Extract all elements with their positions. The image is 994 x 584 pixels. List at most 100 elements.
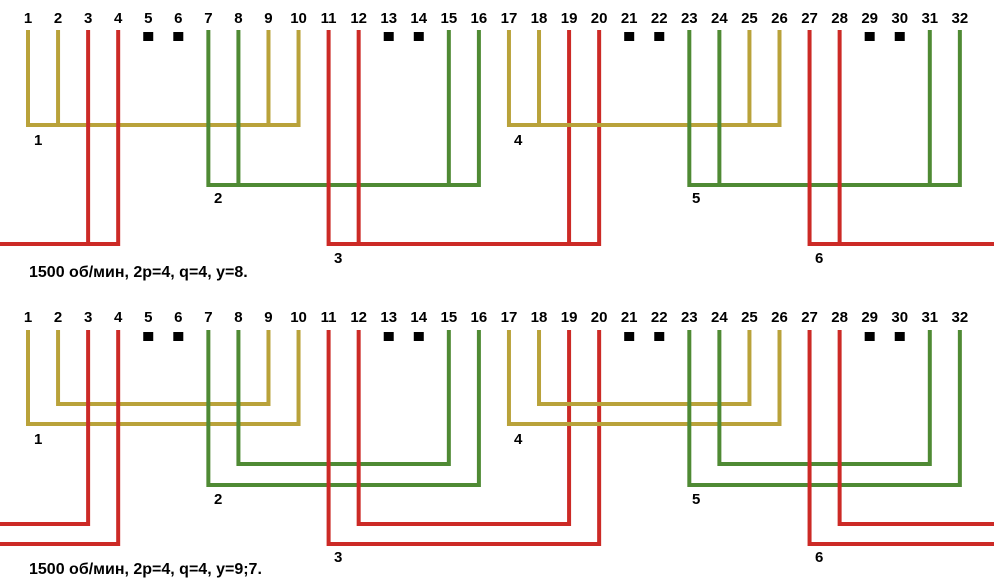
coil-wire [717, 30, 932, 187]
slot-number: 28 [831, 309, 848, 326]
empty-slot-marker [143, 332, 154, 341]
slot-number: 16 [471, 309, 488, 326]
coil-label: 1 [34, 132, 42, 149]
empty-slot-marker [894, 32, 905, 41]
slot-number: 1 [24, 10, 32, 27]
slot-number: 11 [321, 309, 337, 326]
coil-wire [26, 30, 301, 127]
coil-5: 5 [687, 330, 962, 508]
empty-slot-marker [413, 332, 424, 341]
coil-wire [206, 30, 481, 187]
slot-number: 14 [410, 10, 427, 27]
diagram-caption: 1500 об/мин, 2p=4, q=4, y=9;7. [29, 561, 262, 578]
coil-wire [356, 30, 572, 246]
coil-wire [506, 330, 782, 426]
coil-label: 2 [214, 190, 222, 207]
coil-wire [537, 330, 752, 406]
coil-wire [56, 30, 271, 127]
coil-wire [356, 330, 572, 526]
slot-number: 31 [921, 309, 938, 326]
slot-number: 8 [234, 10, 242, 27]
slot-number: 30 [891, 10, 908, 27]
coil-wire [236, 30, 451, 187]
slot-number: 15 [440, 10, 457, 27]
slot-number: 4 [114, 10, 123, 27]
empty-slot-marker [864, 332, 875, 341]
slot-number: 25 [741, 309, 758, 326]
slot-number: 23 [681, 10, 698, 27]
slot-number: 11 [321, 10, 337, 27]
coil-label: 5 [692, 190, 700, 207]
diagram-caption: 1500 об/мин, 2p=4, q=4, y=8. [29, 264, 248, 281]
coil-label: 1 [34, 431, 42, 448]
empty-slot-marker [624, 332, 635, 341]
slot-number: 29 [861, 309, 878, 326]
coil-wire [56, 330, 271, 406]
slot-number: 12 [350, 309, 367, 326]
slot-number: 16 [471, 10, 488, 27]
empty-slot-marker [383, 332, 394, 341]
slot-number: 1 [24, 309, 32, 326]
slot-number: 14 [410, 309, 427, 326]
slot-number: 18 [531, 309, 548, 326]
coil-3: 3 [326, 30, 602, 267]
slot-number: 7 [204, 10, 212, 27]
coil-label: 2 [214, 491, 222, 508]
slot-number: 32 [952, 10, 969, 27]
coil-wire [717, 330, 932, 466]
slot-number: 32 [952, 309, 969, 326]
slot-number: 27 [801, 309, 818, 326]
coil-wire [506, 30, 782, 127]
coil-label: 4 [514, 132, 523, 149]
coil-4: 4 [506, 330, 782, 448]
coil-wire [807, 330, 994, 546]
slot-number: 13 [380, 10, 397, 27]
slot-number: 24 [711, 10, 728, 27]
slot-number: 13 [380, 309, 397, 326]
coil-6: 6 [0, 30, 994, 267]
slot-number: 28 [831, 10, 848, 27]
coil-wire [326, 330, 602, 546]
coil-label: 4 [514, 431, 523, 448]
coil-2: 2 [206, 330, 481, 508]
slot-number: 25 [741, 10, 758, 27]
coil-wire [807, 30, 994, 246]
coil-wire [26, 330, 301, 426]
coil-label: 5 [692, 491, 700, 508]
slot-number: 23 [681, 309, 698, 326]
coil-wire [537, 30, 752, 127]
empty-slot-marker [173, 332, 184, 341]
slot-number: 17 [501, 309, 518, 326]
slot-number: 3 [84, 10, 92, 27]
slot-number: 18 [531, 10, 548, 27]
slot-number: 21 [621, 309, 638, 326]
slot-number: 5 [144, 10, 152, 27]
coil-wire [687, 30, 962, 187]
slot-number: 19 [561, 309, 578, 326]
coil-label: 6 [815, 250, 823, 267]
winding-diagram-2: 1 2 3 4 5 6 7 8 9 10 11 12 13 14 15 16 17 18 19 20 21 22 23 24 2… [0, 309, 994, 578]
slot-number: 3 [84, 309, 92, 326]
slot-number: 2 [54, 309, 62, 326]
coil-wire [0, 330, 91, 526]
slot-number: 7 [204, 309, 212, 326]
slot-number: 29 [861, 10, 878, 27]
coil-2: 2 [206, 30, 481, 207]
empty-slot-marker [894, 332, 905, 341]
slot-number: 4 [114, 309, 123, 326]
empty-slot-marker [143, 32, 154, 41]
slot-number: 22 [651, 10, 668, 27]
coil-wire [837, 30, 994, 246]
coil-wire [0, 30, 91, 246]
slot-number: 22 [651, 309, 668, 326]
coil-6: 6 [0, 330, 994, 566]
coil-3: 3 [326, 330, 602, 566]
coil-label: 6 [815, 549, 823, 566]
empty-slot-marker [383, 32, 394, 41]
coil-4: 4 [506, 30, 782, 149]
slot-number: 15 [440, 309, 457, 326]
slot-number: 24 [711, 309, 728, 326]
slot-number: 6 [174, 10, 182, 27]
slot-number: 19 [561, 10, 578, 27]
